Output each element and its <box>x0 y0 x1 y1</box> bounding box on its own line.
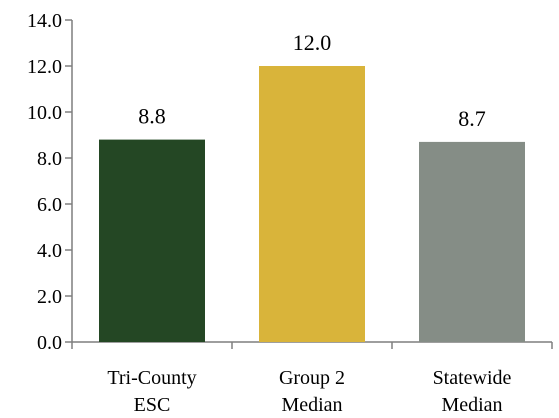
bar <box>419 141 525 342</box>
category-label: Group 2 <box>279 367 345 389</box>
category-label: Median <box>441 394 502 416</box>
category-label: Median <box>281 394 342 416</box>
y-tick-label: 10.0 <box>27 102 62 124</box>
data-label: 8.8 <box>138 104 166 129</box>
y-axis: 0.0 2.0 4.0 6.0 8.0 10.0 12.0 14.0 <box>27 10 73 354</box>
y-tick-label: 6.0 <box>37 194 62 216</box>
bar <box>259 66 365 342</box>
category-labels: Tri-County ESC Group 2 Median Statewide Media… <box>107 367 511 416</box>
data-labels: 8.8 12.0 8.7 <box>138 30 486 131</box>
data-label: 12.0 <box>293 30 332 55</box>
category-label: ESC <box>134 394 171 416</box>
y-tick-label: 4.0 <box>37 240 62 262</box>
data-label: 8.7 <box>458 106 486 131</box>
x-axis <box>71 341 553 349</box>
bar <box>99 139 205 342</box>
category-label: Statewide <box>433 367 512 389</box>
y-tick-label: 2.0 <box>37 286 62 308</box>
y-tick-label: 0.0 <box>37 332 62 354</box>
bars <box>99 66 525 342</box>
y-tick-label: 8.0 <box>37 148 62 170</box>
y-tick-label: 12.0 <box>27 56 62 78</box>
category-label: Tri-County <box>107 367 196 389</box>
y-tick-label: 14.0 <box>27 10 62 32</box>
